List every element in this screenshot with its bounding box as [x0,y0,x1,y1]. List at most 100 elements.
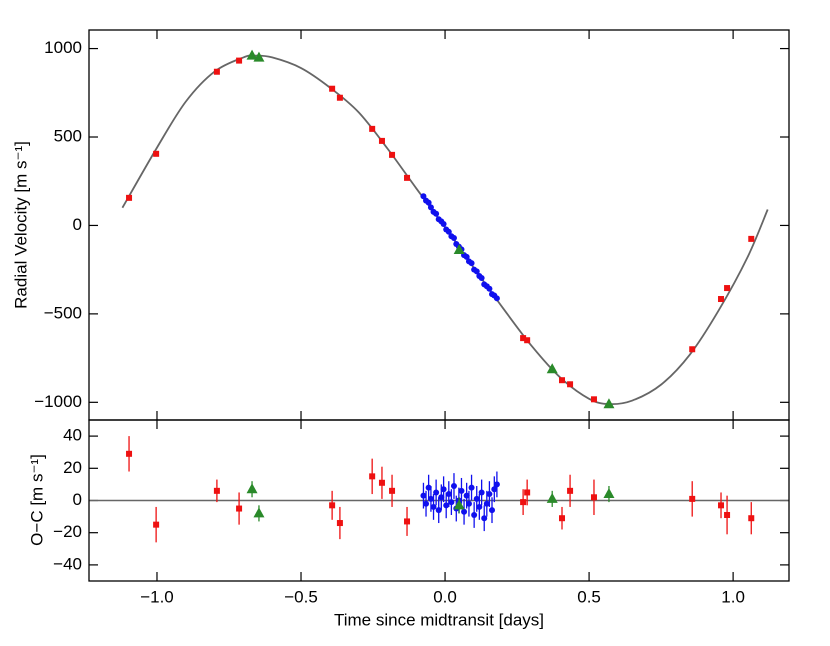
x-tick-label: 0.0 [433,587,457,606]
data-point [453,244,465,255]
data-point [253,507,265,518]
y-tick-label: −500 [44,303,82,322]
data-point [450,483,457,490]
y-tick-label: 20 [63,458,82,477]
data-point [425,484,432,491]
data-point [461,508,468,515]
data-point [246,483,258,494]
data-point [443,502,450,509]
data-point [404,518,411,525]
data-point [336,94,343,101]
data-point [481,515,488,522]
data-point [465,500,472,507]
x-tick-label: −1.0 [140,587,174,606]
y-tick-label: 0 [73,490,82,509]
data-point [433,489,440,496]
data-point [425,199,432,206]
data-point [718,502,725,509]
data-point [489,507,496,514]
data-point [427,495,434,502]
data-point [493,295,500,302]
data-point [478,489,485,496]
data-point [458,487,465,494]
data-point [724,511,731,518]
data-point [404,174,411,181]
data-point [438,494,445,501]
data-point [491,486,498,493]
data-point [473,268,480,275]
data-point [423,500,430,507]
y-axis-label: Radial Velocity [m s⁻¹] [11,141,30,309]
data-point [369,125,376,132]
data-point [590,494,597,501]
data-point [369,473,376,480]
data-point [748,515,755,522]
data-point [420,492,427,499]
data-point [440,486,447,493]
data-point [440,221,447,228]
data-point [559,377,566,384]
data-point [524,337,531,344]
data-point [420,193,427,200]
data-point [389,487,396,494]
data-point [483,500,490,507]
data-point [213,68,220,75]
data-point [427,204,434,211]
y-axis-label: O−C [m s⁻¹] [27,454,46,546]
y-tick-label: −40 [53,554,82,573]
data-point [520,499,527,506]
x-axis-label: Time since midtransit [days] [334,610,544,629]
data-point [473,495,480,502]
data-point [389,151,396,158]
data-point [236,57,243,64]
data-point [445,491,452,498]
data-point [213,487,220,494]
x-tick-label: 1.0 [721,587,745,606]
data-point [153,150,160,157]
y-tick-label: 0 [73,215,82,234]
data-point [463,492,470,499]
data-point [153,521,160,528]
data-point [336,520,343,527]
data-point [559,515,566,522]
y-tick-label: 500 [54,126,82,145]
y-tick-label: −20 [53,522,82,541]
x-tick-label: 0.5 [577,587,601,606]
data-point [329,85,336,92]
data-point [448,499,455,506]
data-point [567,487,574,494]
data-point [246,49,258,60]
data-point [433,210,440,217]
data-point [378,479,385,486]
x-tick-label: −0.5 [284,587,318,606]
data-point [718,296,725,303]
data-point [468,484,475,491]
data-point [603,398,615,409]
y-tick-label: −1000 [34,392,82,411]
data-point [471,511,478,518]
data-point [520,335,527,342]
data-point [329,502,336,509]
data-point [476,503,483,510]
data-point [378,137,385,144]
y-tick-label: 40 [63,426,82,445]
data-point [450,235,457,241]
data-point [453,499,465,510]
data-point [468,260,475,267]
data-point [689,495,696,502]
y-tick-label: 1000 [44,38,82,57]
data-point [486,491,493,498]
data-point [567,381,574,388]
data-point [445,228,452,235]
data-point [546,363,558,374]
data-point [590,396,597,403]
data-point [546,492,558,503]
data-point [126,450,133,457]
data-point [724,285,731,292]
data-point [463,253,470,260]
plot-frame [88,419,790,582]
data-point [126,194,133,201]
data-point [493,481,500,488]
